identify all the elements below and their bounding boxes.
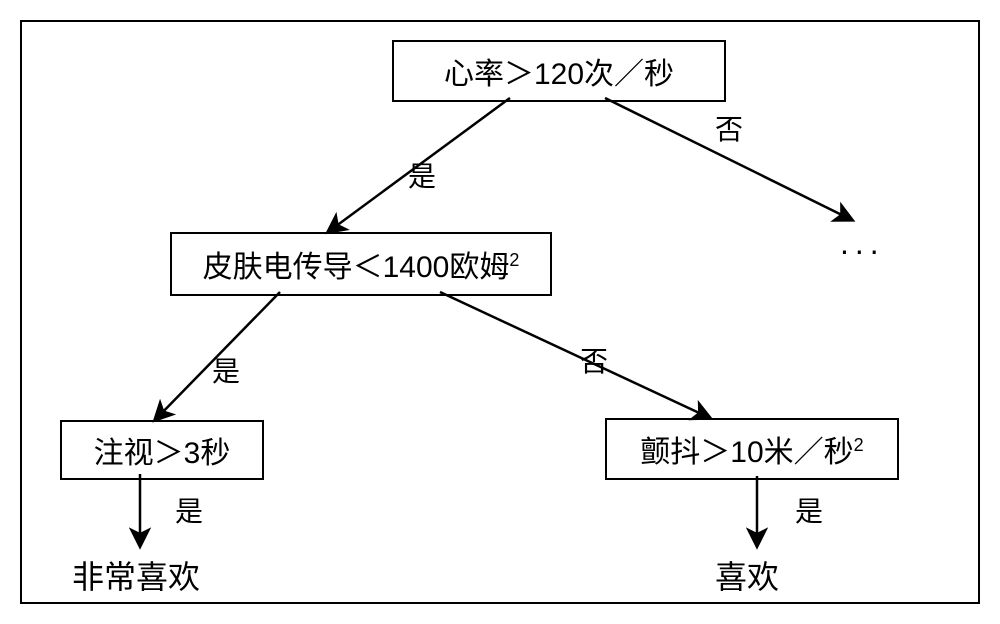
edge-label-yes-3: 是	[175, 490, 203, 530]
edge-label-no-2: 否	[580, 340, 608, 380]
node-gaze: 注视＞3秒	[60, 420, 264, 480]
node-text: 皮肤电传导＜1400欧姆2	[203, 242, 520, 286]
edge-label-no-1: 否	[715, 108, 743, 148]
result-like: 喜欢	[715, 552, 779, 598]
node-text: 心率＞120次／秒	[444, 49, 674, 93]
node-tremor: 颤抖＞10米／秒2	[605, 418, 899, 480]
node-text: 注视＞3秒	[94, 428, 231, 472]
node-heart-rate: 心率＞120次／秒	[392, 40, 726, 102]
result-ellipsis: ...	[840, 225, 885, 262]
node-text: 颤抖＞10米／秒2	[640, 427, 863, 471]
node-skin-conductance: 皮肤电传导＜1400欧姆2	[170, 232, 552, 296]
result-like-very-much: 非常喜欢	[72, 552, 200, 598]
edge-label-yes-4: 是	[795, 490, 823, 530]
diagram-border	[20, 20, 980, 604]
edge-label-yes-2: 是	[212, 350, 240, 390]
edge-label-yes-1: 是	[408, 155, 436, 195]
